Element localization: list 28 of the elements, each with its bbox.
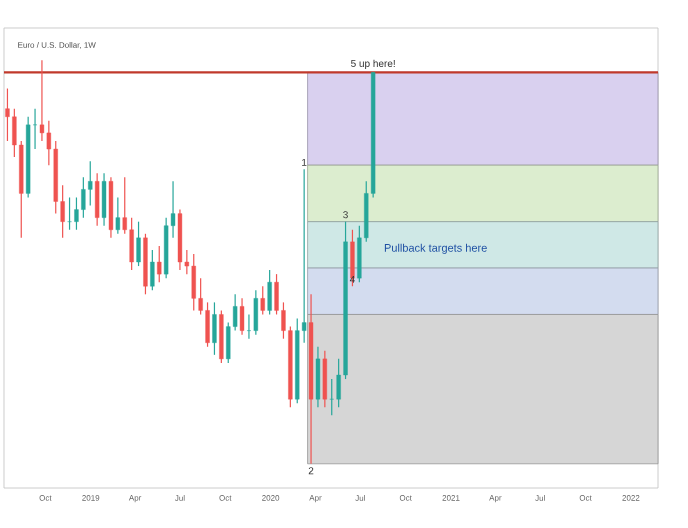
candlestick [67, 196, 72, 231]
candlestick [219, 309, 224, 364]
candlestick [5, 87, 10, 142]
candlestick [143, 233, 148, 295]
candlestick [53, 140, 58, 215]
candlestick [81, 176, 86, 219]
candlestick [205, 301, 210, 348]
candlestick [315, 346, 321, 408]
candlestick [329, 378, 334, 416]
candlestick [136, 221, 141, 267]
candlestick [115, 196, 121, 235]
candlestick [101, 172, 107, 227]
candlestick [191, 253, 196, 312]
candlestick [88, 160, 93, 207]
candlestick [322, 350, 328, 408]
candlestick [74, 196, 79, 231]
candlestick [308, 293, 314, 465]
candlestick [129, 217, 134, 271]
candlestick [150, 249, 155, 291]
candlestick [177, 208, 183, 271]
candlestick [267, 269, 272, 316]
candlestick [25, 116, 31, 199]
candlestick [157, 245, 162, 283]
candlestick [212, 301, 217, 356]
candlestick [350, 229, 355, 287]
candlestick [239, 297, 245, 336]
candlestick [260, 285, 265, 316]
candlestick [108, 176, 114, 239]
